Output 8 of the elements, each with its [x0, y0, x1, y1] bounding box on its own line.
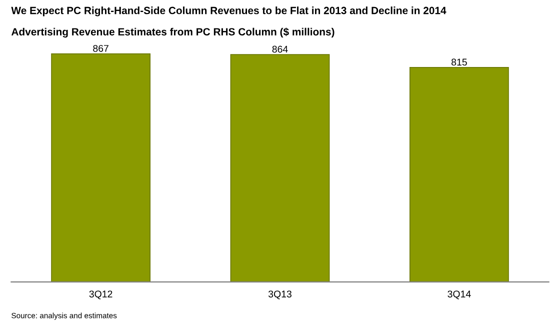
- data-label: 815: [452, 58, 467, 66]
- data-label: 864: [272, 46, 288, 53]
- x-tick-label: 3Q13: [268, 290, 292, 300]
- x-tick-label: 3Q12: [89, 290, 112, 300]
- data-label: 867: [93, 44, 108, 52]
- x-tick-label: 3Q14: [448, 290, 471, 300]
- chart-title: We Expect PC Right-Hand-Side Column Revenues to be Flat in 2013 and Decline in 2014: [11, 6, 446, 16]
- chart-subtitle: Advertising Revenue Estimates from PC RHS Column ($ millions): [11, 28, 334, 38]
